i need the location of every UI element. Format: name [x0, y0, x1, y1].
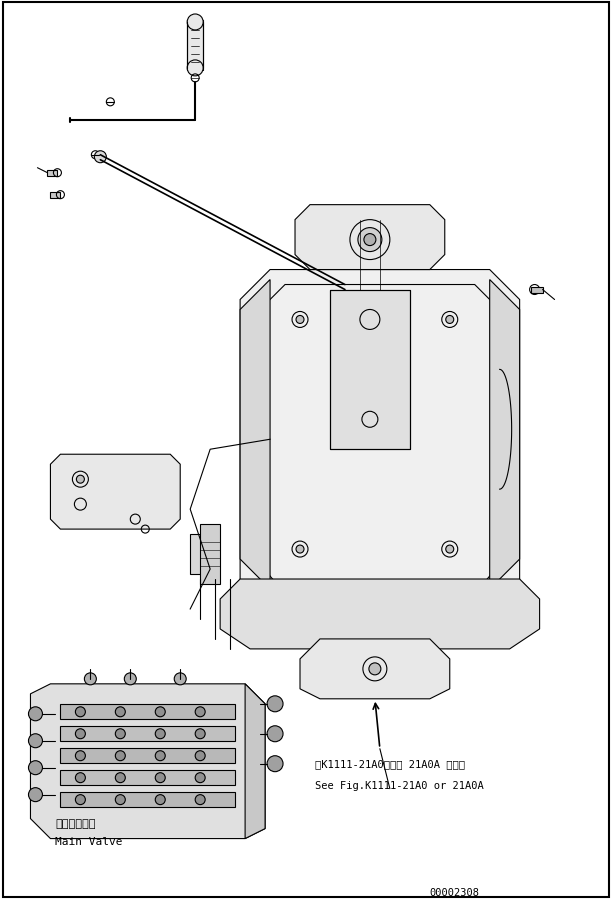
Circle shape: [187, 59, 203, 76]
Circle shape: [174, 673, 186, 685]
Circle shape: [115, 795, 125, 805]
Circle shape: [195, 773, 205, 783]
Circle shape: [84, 673, 96, 685]
Circle shape: [75, 729, 86, 739]
Polygon shape: [187, 20, 203, 70]
Polygon shape: [490, 279, 520, 589]
Circle shape: [76, 475, 84, 483]
Text: Main Valve: Main Valve: [56, 836, 123, 847]
Circle shape: [446, 315, 453, 323]
Circle shape: [195, 706, 205, 717]
Circle shape: [267, 696, 283, 712]
Polygon shape: [245, 684, 265, 839]
Circle shape: [267, 756, 283, 771]
Circle shape: [155, 706, 165, 717]
Circle shape: [75, 706, 86, 717]
Circle shape: [187, 14, 203, 30]
Circle shape: [195, 729, 205, 739]
Circle shape: [155, 751, 165, 760]
Polygon shape: [300, 639, 450, 699]
Polygon shape: [61, 726, 235, 741]
Circle shape: [29, 760, 42, 775]
Circle shape: [446, 545, 453, 553]
Circle shape: [75, 795, 86, 805]
Polygon shape: [31, 684, 265, 839]
Circle shape: [94, 150, 106, 163]
Polygon shape: [50, 192, 61, 197]
Text: 第K1111-21A0または 21A0A 図参照: 第K1111-21A0または 21A0A 図参照: [315, 759, 465, 769]
Polygon shape: [220, 579, 540, 649]
Polygon shape: [190, 534, 210, 574]
Circle shape: [155, 795, 165, 805]
Circle shape: [267, 726, 283, 742]
Polygon shape: [48, 169, 58, 176]
Circle shape: [296, 545, 304, 553]
Circle shape: [75, 751, 86, 760]
Circle shape: [296, 315, 304, 323]
Circle shape: [195, 795, 205, 805]
Circle shape: [115, 729, 125, 739]
Polygon shape: [61, 769, 235, 785]
Text: 00002308: 00002308: [430, 888, 480, 898]
Circle shape: [29, 706, 42, 721]
Circle shape: [124, 673, 136, 685]
Circle shape: [155, 773, 165, 783]
Circle shape: [364, 233, 376, 246]
Polygon shape: [240, 269, 520, 609]
Circle shape: [341, 280, 353, 293]
Circle shape: [29, 787, 42, 802]
Text: See Fig.K1111-21A0 or 21A0A: See Fig.K1111-21A0 or 21A0A: [315, 780, 483, 791]
Polygon shape: [531, 287, 543, 293]
Polygon shape: [61, 792, 235, 806]
Polygon shape: [330, 289, 410, 450]
Polygon shape: [61, 748, 235, 763]
Circle shape: [195, 751, 205, 760]
Circle shape: [115, 773, 125, 783]
Circle shape: [115, 751, 125, 760]
Circle shape: [358, 228, 382, 251]
Circle shape: [29, 733, 42, 748]
Polygon shape: [50, 454, 180, 529]
Polygon shape: [240, 279, 270, 589]
Text: メインバルブ: メインバルブ: [56, 819, 96, 829]
Polygon shape: [61, 704, 235, 719]
Circle shape: [155, 729, 165, 739]
Polygon shape: [295, 205, 445, 269]
Circle shape: [115, 706, 125, 717]
Polygon shape: [200, 524, 220, 584]
Circle shape: [369, 663, 381, 675]
Circle shape: [75, 773, 86, 783]
